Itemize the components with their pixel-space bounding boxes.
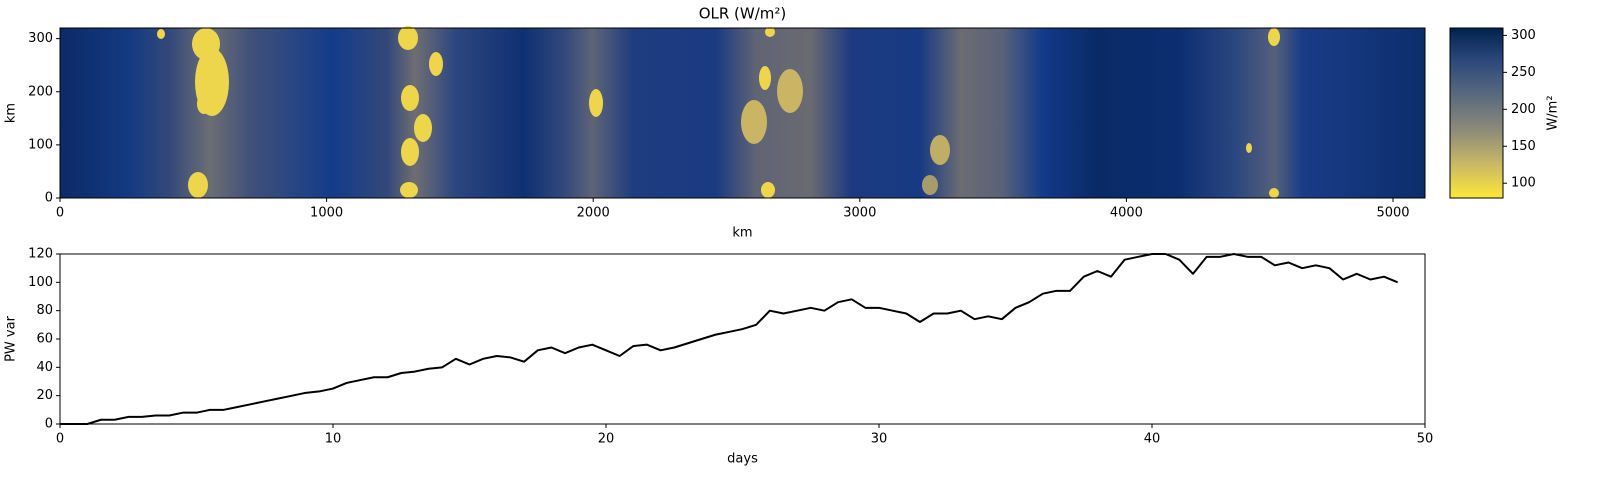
x-tick-label: 30 (871, 432, 888, 447)
axes-frame (59, 253, 1426, 425)
y-axis-label: PW var (4, 315, 19, 361)
x-tick-label: 1000 (310, 206, 343, 221)
colorbar-tick-label: 250 (1511, 65, 1536, 80)
colorbar (1449, 27, 1504, 199)
x-tick-label: 20 (598, 432, 615, 447)
x-tick-label: 5000 (1376, 206, 1409, 221)
convective-cells (157, 26, 1280, 198)
y-tick-label: 200 (28, 84, 53, 99)
y-tick-label: 20 (36, 388, 53, 403)
y-tick-label: 60 (36, 332, 53, 347)
x-tick-label: 0 (56, 206, 64, 221)
colorbar-tick-label: 100 (1511, 176, 1536, 191)
y-tick-label: 0 (45, 417, 53, 432)
y-tick-label: 100 (28, 275, 53, 290)
colorbar-tick-label: 150 (1511, 139, 1536, 154)
x-tick-label: 2000 (577, 206, 610, 221)
y-axis-label: km (4, 103, 19, 123)
data-line (60, 253, 1399, 425)
x-axis-label: km (732, 226, 752, 241)
x-tick-label: 4000 (1110, 206, 1143, 221)
x-tick-label: 50 (1417, 432, 1434, 447)
colorbar-label: W/m² (1546, 95, 1561, 130)
colorbar-tick-label: 200 (1511, 102, 1536, 117)
x-tick-label: 0 (56, 432, 64, 447)
y-tick-label: 100 (28, 137, 53, 152)
y-tick-label: 80 (36, 303, 53, 318)
x-tick-label: 3000 (843, 206, 876, 221)
y-tick-label: 40 (36, 360, 53, 375)
y-tick-label: 0 (45, 191, 53, 206)
chart-title: OLR (W/m²) (699, 5, 787, 23)
x-axis-label: days (727, 452, 758, 467)
x-tick-label: 10 (325, 432, 342, 447)
y-tick-label: 120 (28, 247, 53, 262)
axes-frame (59, 27, 1426, 199)
colorbar-tick-label: 300 (1511, 28, 1536, 43)
y-tick-label: 300 (28, 31, 53, 46)
x-tick-label: 40 (1144, 432, 1161, 447)
